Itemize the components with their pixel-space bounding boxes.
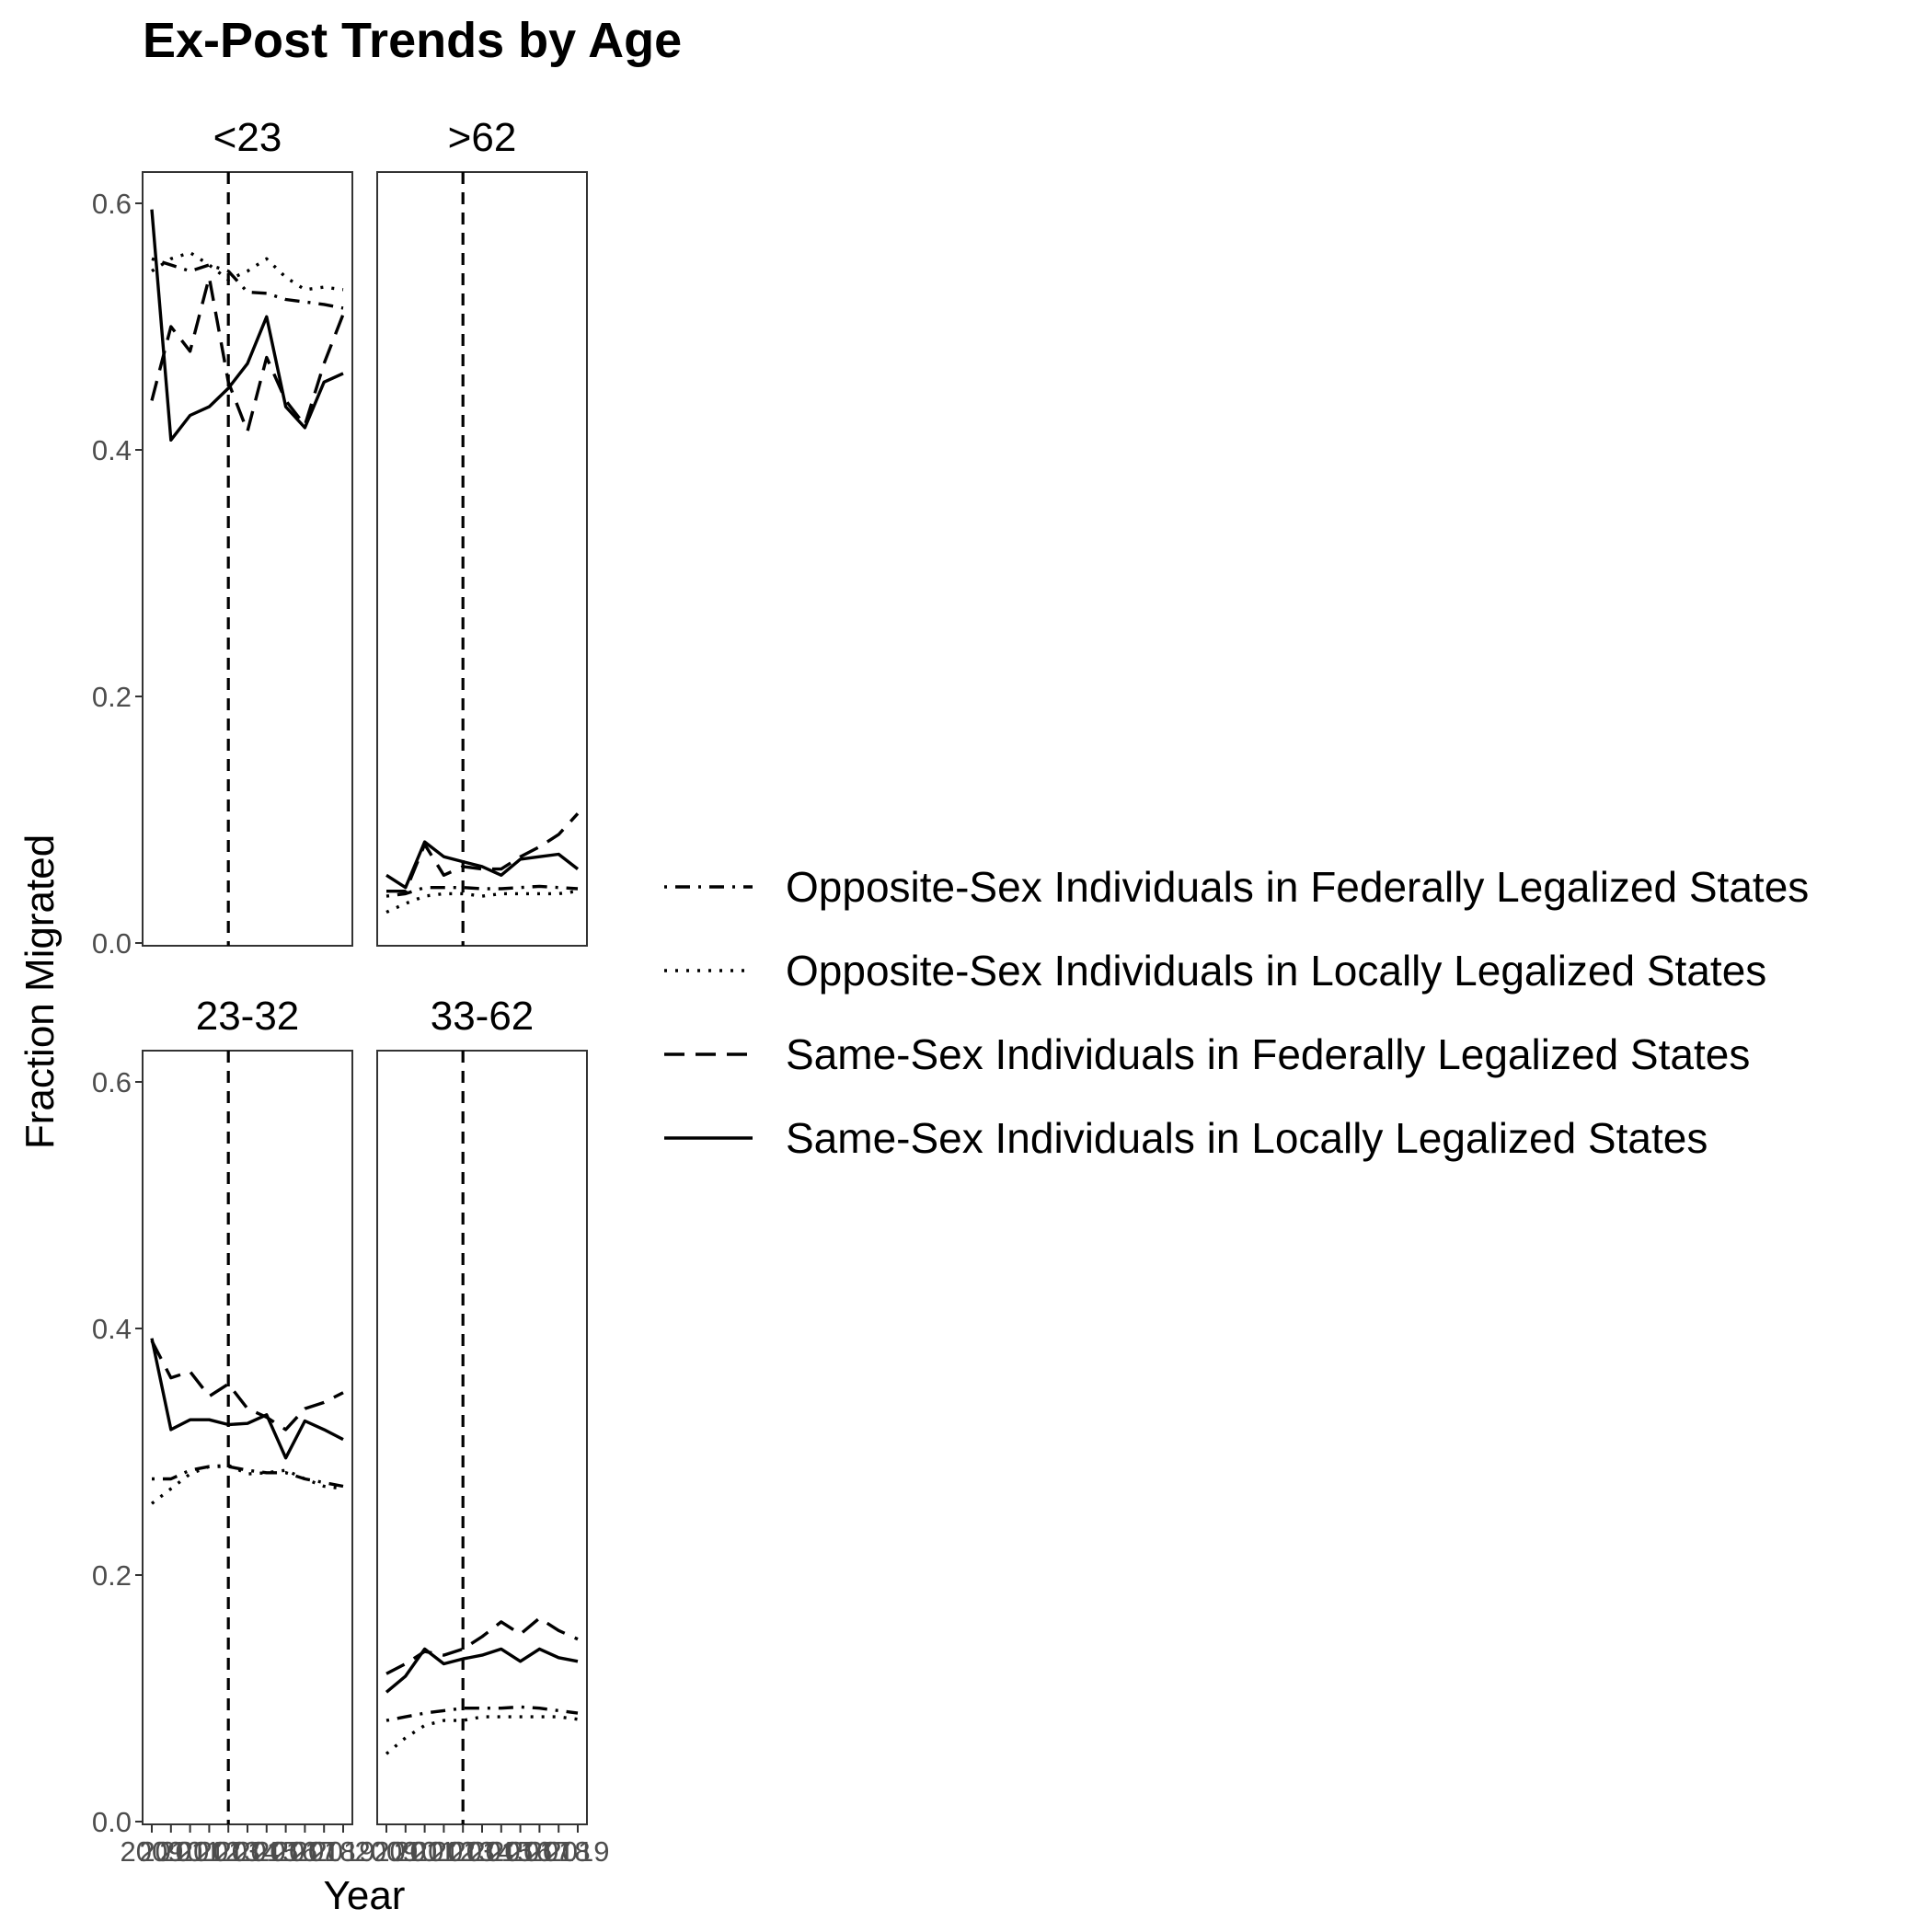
legend-label: Same-Sex Individuals in Locally Legalize… [786, 1114, 1708, 1162]
panel-border [142, 1050, 353, 1825]
series-line-1 [151, 250, 344, 292]
x-tick-label: 2018 [293, 1835, 356, 1868]
x-tick-label: 2009 [355, 1835, 419, 1868]
x-tick-label: 2015 [235, 1835, 298, 1868]
x-tick-label: 2012 [412, 1835, 476, 1868]
series-line-3 [385, 1647, 579, 1694]
panel-label: <23 [213, 115, 282, 160]
x-tick-label: 2009 [121, 1835, 184, 1868]
x-tick-label: 2017 [273, 1835, 337, 1868]
series-line-2 [150, 1340, 344, 1432]
legend-item-3: Same-Sex Individuals in Locally Legalize… [664, 1114, 1708, 1162]
legend-label: Opposite-Sex Individuals in Federally Le… [786, 863, 1809, 911]
series-line-1 [385, 890, 579, 914]
panel-border [376, 171, 588, 947]
panel-3: 33-62 20092010201120122013201420152016201… [355, 994, 610, 1868]
y-tick-label: 0.6 [92, 188, 132, 220]
y-tick-label: 0.0 [92, 927, 132, 960]
x-tick-label: 2018 [527, 1835, 591, 1868]
x-tick-label: 2010 [139, 1835, 202, 1868]
series-line-0 [385, 884, 579, 898]
x-tick-label: 2011 [159, 1835, 221, 1868]
series-line-1 [150, 1464, 344, 1505]
x-tick-label: 2014 [216, 1835, 280, 1868]
series-line-0 [151, 257, 344, 310]
x-tick-label: 2012 [178, 1835, 241, 1868]
series-line-2 [150, 275, 345, 433]
x-tick-label: 2010 [374, 1835, 437, 1868]
legend-item-2: Same-Sex Individuals in Federally Legali… [664, 1030, 1750, 1078]
y-tick-label: 0.6 [92, 1066, 132, 1098]
series-line-3 [385, 840, 580, 890]
x-tick-label: 2011 [394, 1835, 455, 1868]
panel-label: 23-32 [196, 994, 300, 1039]
x-tick-label: 2015 [469, 1835, 533, 1868]
panel-border [142, 171, 353, 947]
x-tick-label: 2016 [489, 1835, 552, 1868]
panel-1: >62 [376, 115, 588, 947]
legend-item-0: Opposite-Sex Individuals in Federally Le… [664, 863, 1809, 911]
panel-2: 23-320.00.20.40.620092010201120122013201… [92, 994, 375, 1868]
series-line-2 [385, 1616, 579, 1675]
x-tick-label: 2019 [312, 1835, 375, 1868]
y-tick-label: 0.0 [92, 1806, 132, 1838]
series-line-1 [385, 1715, 579, 1755]
series-line-3 [150, 209, 344, 442]
panel-label: 33-62 [431, 994, 535, 1039]
y-axis-title: Fraction Migrated [17, 834, 63, 1149]
legend: Opposite-Sex Individuals in Federally Le… [664, 863, 1809, 1162]
series-line-2 [386, 812, 580, 893]
y-tick-label: 0.2 [92, 1559, 132, 1592]
legend-item-1: Opposite-Sex Individuals in Locally Lega… [664, 947, 1766, 995]
chart-title: Ex-Post Trends by Age [143, 13, 682, 68]
legend-label: Same-Sex Individuals in Federally Legali… [786, 1030, 1750, 1078]
x-tick-label: 2019 [546, 1835, 610, 1868]
series-line-0 [385, 1705, 579, 1722]
series-line-3 [150, 1338, 344, 1460]
x-tick-label: 2013 [431, 1835, 495, 1868]
legend-label: Opposite-Sex Individuals in Locally Lega… [786, 947, 1766, 995]
y-tick-label: 0.4 [92, 434, 132, 466]
panel-0: <23 0.0 0.2 0.4 0.6 [92, 115, 353, 960]
panels: <230.00.20.40.6>6223-320.00.20.40.620092… [92, 115, 610, 1868]
x-tick-label: 2016 [254, 1835, 317, 1868]
y-tick-label: 0.4 [92, 1313, 132, 1345]
panel-label: >62 [448, 115, 517, 160]
x-axis-title: Year [324, 1873, 406, 1918]
y-tick-label: 0.2 [92, 681, 132, 713]
x-tick-label: 2013 [197, 1835, 260, 1868]
x-tick-label: 2014 [451, 1835, 514, 1868]
panel-border [376, 1050, 588, 1825]
x-tick-label: 2017 [508, 1835, 571, 1868]
